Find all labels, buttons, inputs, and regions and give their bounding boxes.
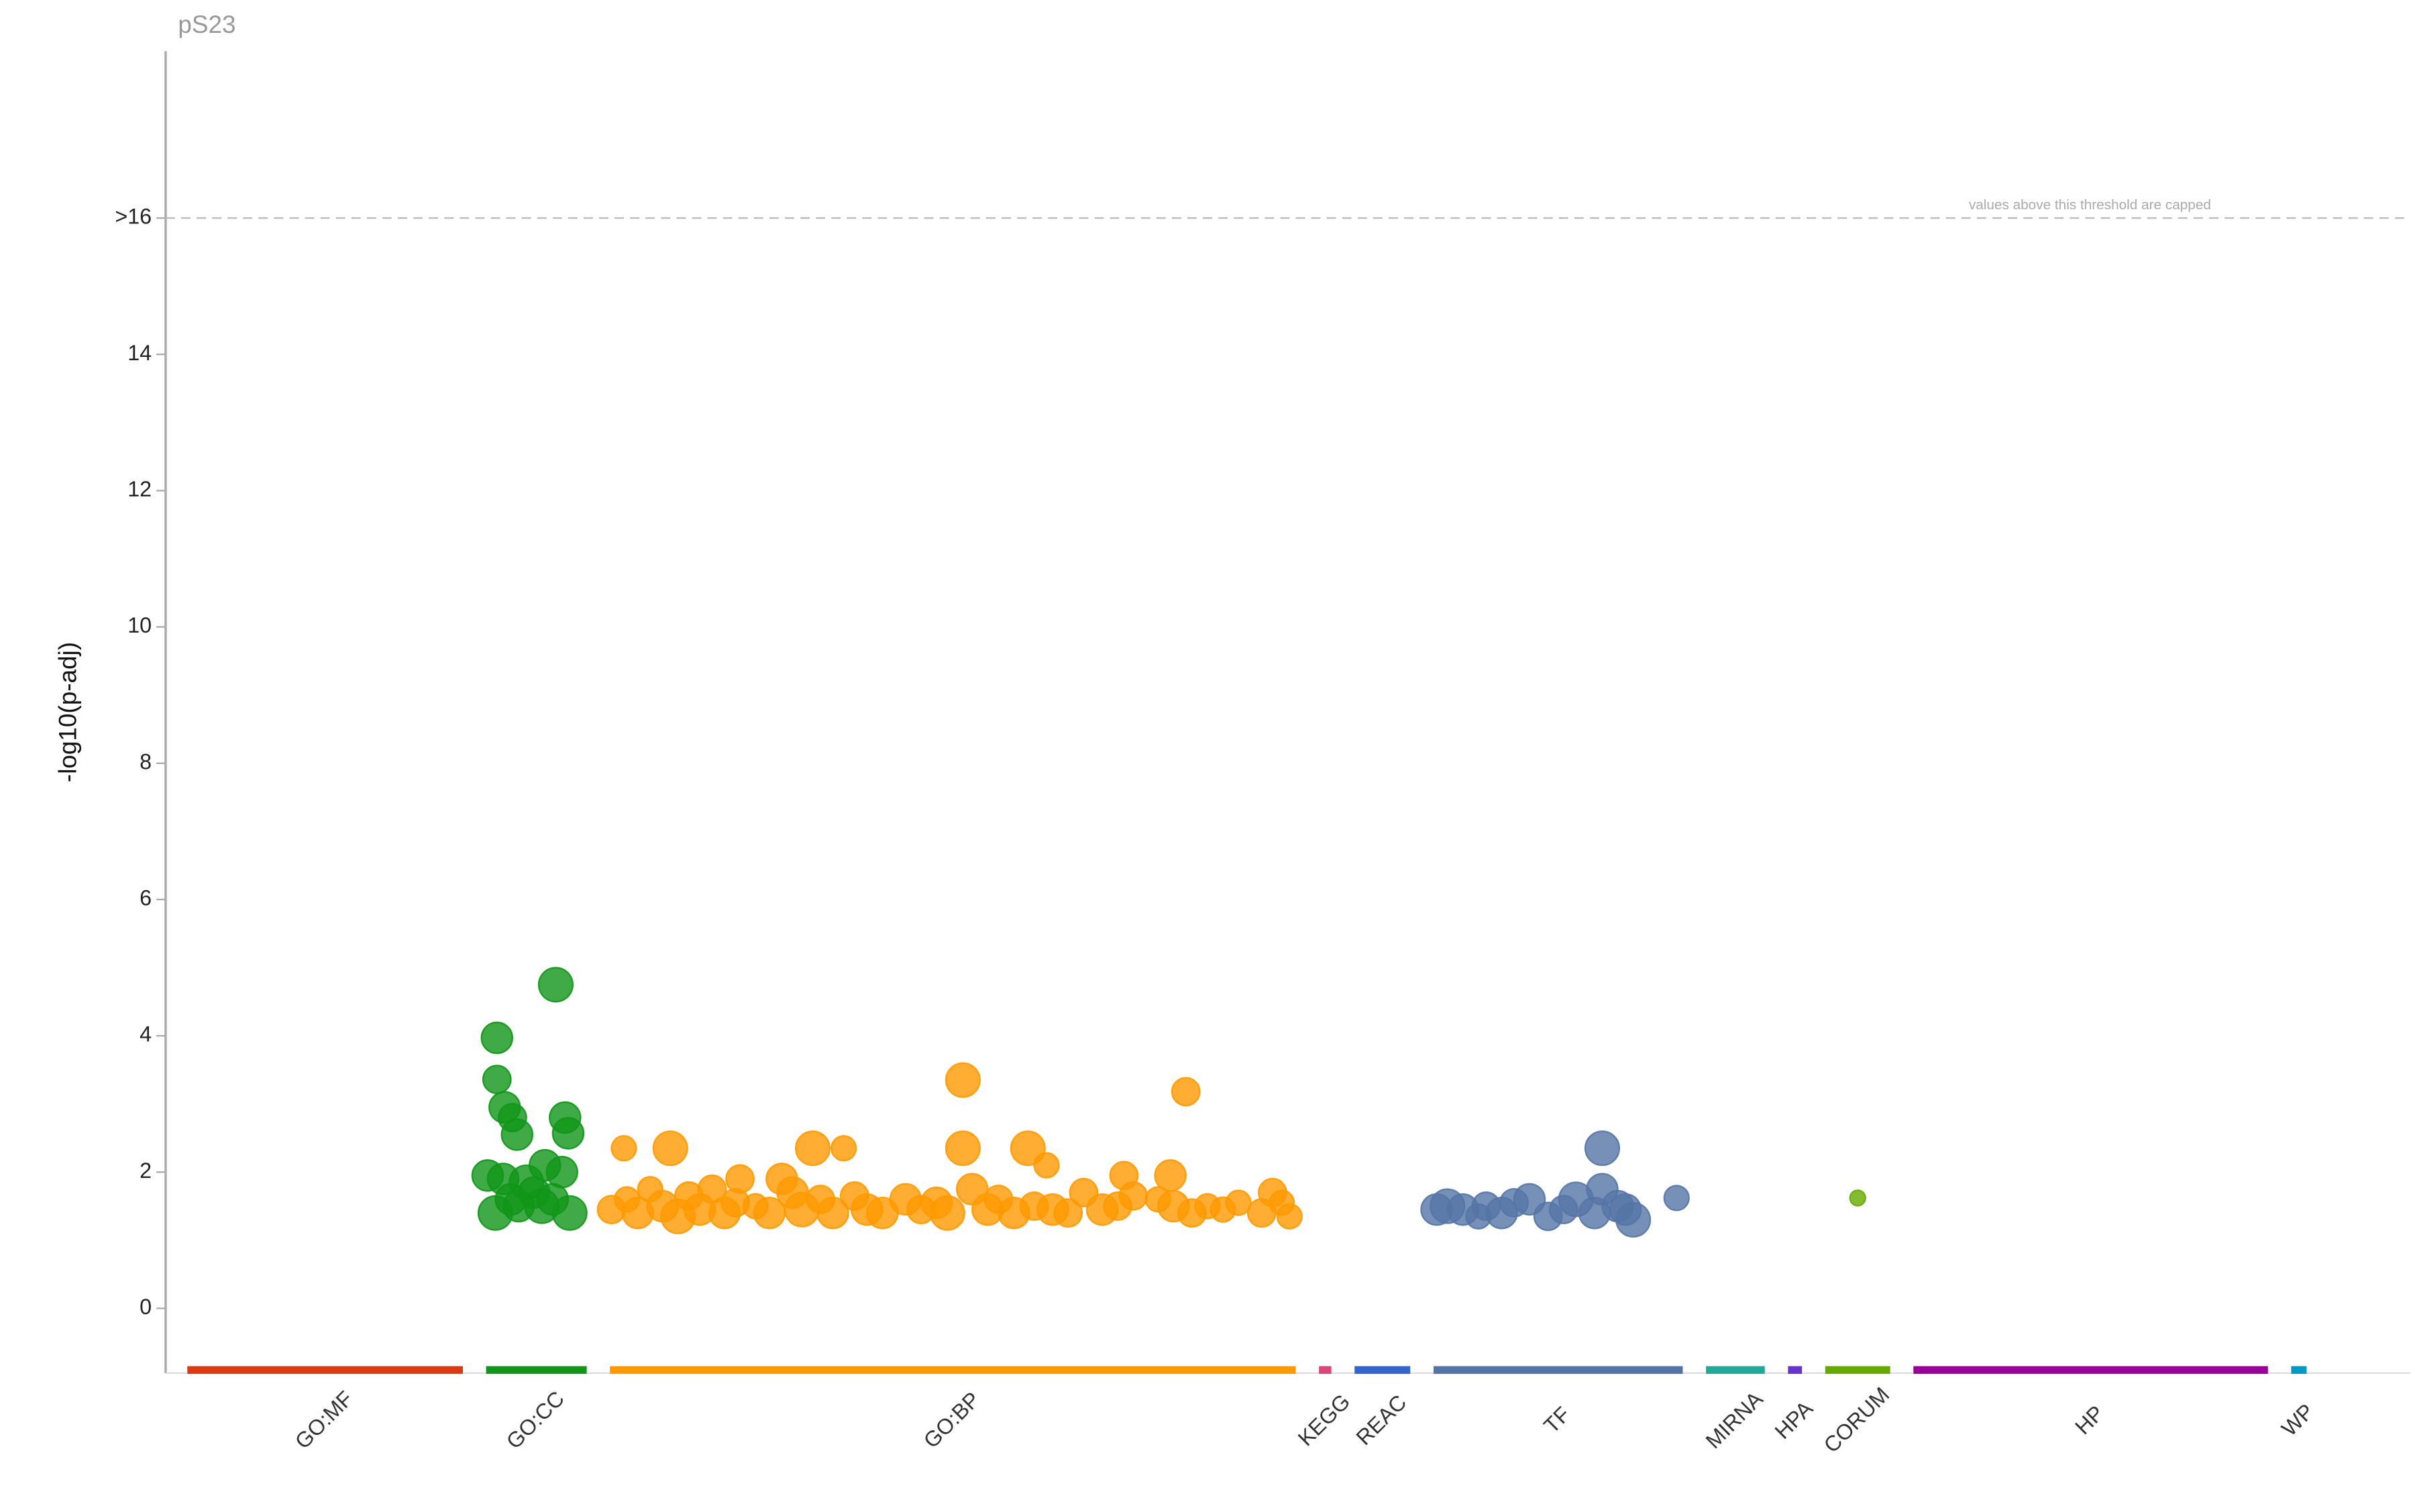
term-point [795,1130,831,1167]
y-tick-label: 2 [140,1158,152,1183]
term-point [536,1183,570,1216]
threshold-annotation: values above this threshold are capped [1969,197,2211,213]
term-point [1276,1203,1303,1230]
source-label: WP [2277,1399,2318,1441]
term-point [929,1195,965,1231]
source-bar [610,1366,1296,1374]
term-point [652,1130,688,1167]
source-label: CORUM [1819,1383,1894,1458]
term-point [945,1062,981,1098]
source-bar [1433,1366,1683,1374]
y-tick-label: 10 [127,613,152,637]
term-point [1118,1181,1148,1211]
source-label: HPA [1770,1396,1818,1444]
term-point [1663,1185,1690,1211]
term-point [494,1183,527,1216]
term-point [610,1135,637,1162]
term-point [537,967,574,1003]
source-bar [486,1366,587,1374]
chart-title: pS23 [178,11,235,38]
source-label: GO:MF [290,1387,358,1454]
term-point [1010,1130,1046,1167]
source-label: HP [2070,1401,2108,1439]
source-bar [1706,1366,1765,1374]
term-point [1548,1195,1578,1225]
term-point [1849,1189,1866,1207]
term-point [945,1130,981,1167]
source-bar [2291,1366,2307,1374]
source-bar [1825,1366,1890,1374]
source-label: MIRNA [1701,1387,1768,1453]
y-tick-label: >16 [115,205,152,229]
term-point [1053,1198,1083,1228]
term-point [816,1197,849,1230]
y-tick-label: 0 [140,1295,152,1319]
y-tick-label: 14 [127,341,152,365]
term-point [482,1065,512,1095]
term-point [500,1118,533,1151]
y-tick-label: 4 [140,1022,152,1046]
source-label: TF [1539,1402,1574,1438]
source-label: GO:BP [919,1387,985,1453]
source-label: GO:CC [502,1387,569,1454]
source-bar [1319,1366,1332,1374]
term-point [480,1021,513,1055]
term-point [1465,1203,1492,1230]
term-point [1420,1193,1453,1226]
y-axis-label: -log10(p-adj) [54,642,82,782]
source-label: KEGG [1293,1389,1354,1450]
source-bar [1913,1366,2268,1374]
term-point [1584,1130,1620,1167]
source-bar [1788,1366,1803,1374]
term-point [551,1117,585,1150]
y-tick-label: 8 [140,749,152,773]
term-point [545,1156,578,1189]
source-label: REAC [1352,1390,1411,1450]
y-tick-label: 6 [140,885,152,910]
term-point [1033,1152,1060,1179]
term-point [830,1135,857,1162]
term-point [1499,1188,1529,1218]
source-bar [187,1366,463,1374]
term-point [1225,1189,1252,1216]
y-tick-label: 12 [127,477,152,501]
term-point [1171,1077,1201,1107]
term-point [1609,1193,1642,1226]
term-point [725,1164,755,1194]
source-bar [1354,1366,1411,1374]
